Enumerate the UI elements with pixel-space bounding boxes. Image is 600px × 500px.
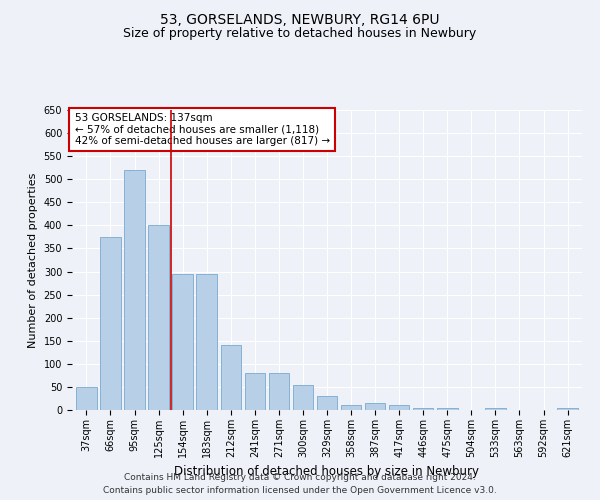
Text: 53 GORSELANDS: 137sqm
← 57% of detached houses are smaller (1,118)
42% of semi-d: 53 GORSELANDS: 137sqm ← 57% of detached …	[74, 113, 329, 146]
Bar	[293, 384, 313, 410]
Bar	[124, 170, 145, 410]
Bar	[317, 396, 337, 410]
Bar	[557, 408, 578, 410]
X-axis label: Distribution of detached houses by size in Newbury: Distribution of detached houses by size …	[175, 466, 479, 478]
Bar	[76, 387, 97, 410]
Bar	[196, 274, 217, 410]
Text: Contains HM Land Registry data © Crown copyright and database right 2024.
Contai: Contains HM Land Registry data © Crown c…	[103, 473, 497, 495]
Bar	[437, 408, 458, 410]
Bar	[413, 408, 433, 410]
Bar	[341, 406, 361, 410]
Bar	[148, 226, 169, 410]
Bar	[245, 373, 265, 410]
Y-axis label: Number of detached properties: Number of detached properties	[28, 172, 38, 348]
Bar	[485, 408, 506, 410]
Bar	[389, 406, 409, 410]
Bar	[221, 346, 241, 410]
Bar	[269, 373, 289, 410]
Bar	[365, 403, 385, 410]
Bar	[172, 274, 193, 410]
Text: Size of property relative to detached houses in Newbury: Size of property relative to detached ho…	[124, 28, 476, 40]
Bar	[100, 237, 121, 410]
Text: 53, GORSELANDS, NEWBURY, RG14 6PU: 53, GORSELANDS, NEWBURY, RG14 6PU	[160, 12, 440, 26]
